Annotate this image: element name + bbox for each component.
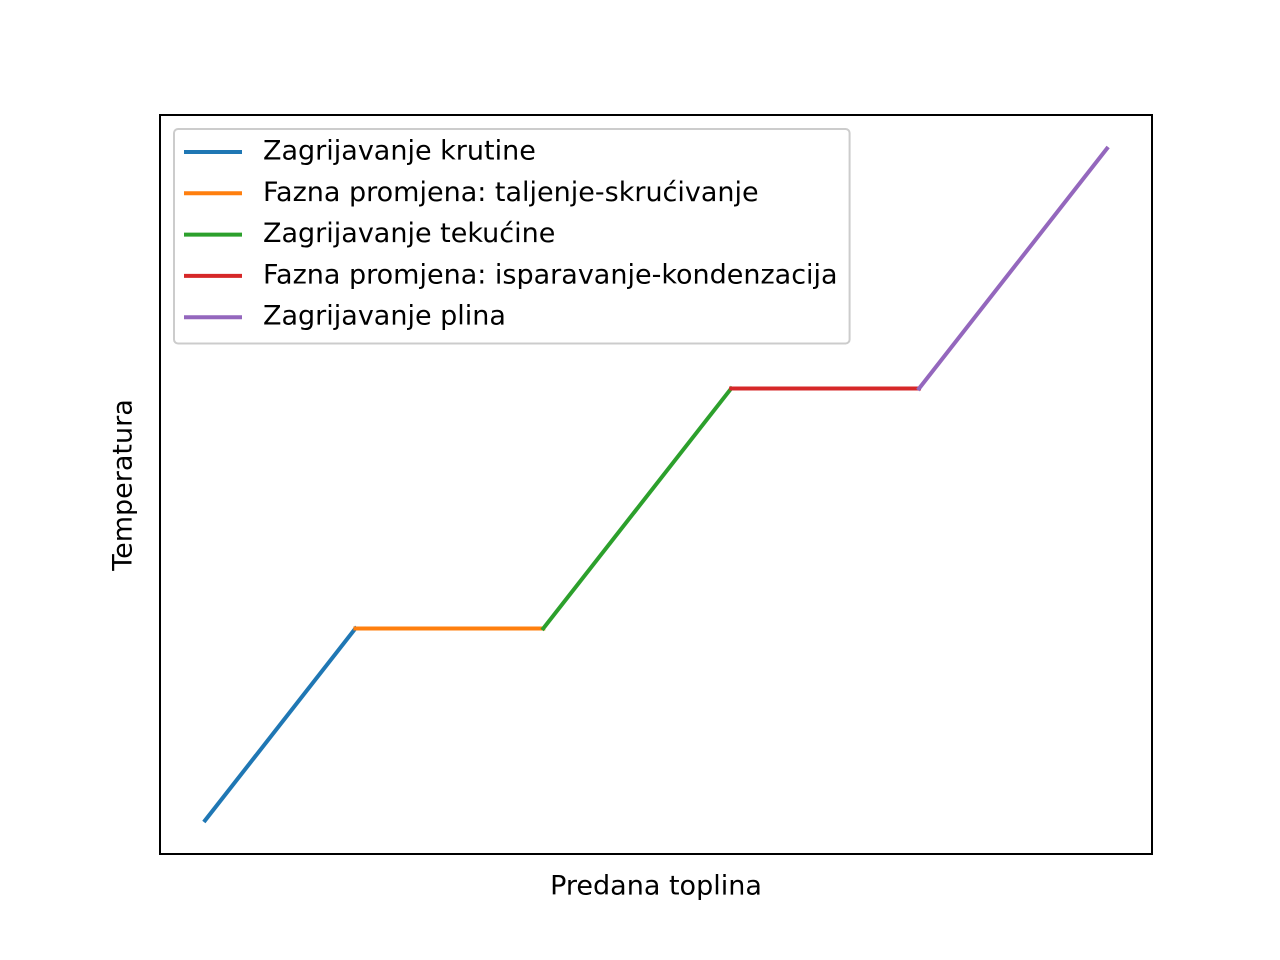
legend-label: Zagrijavanje krutine: [263, 136, 536, 167]
line-series: [202, 625, 359, 824]
y-axis-label: Temperatura: [108, 399, 139, 572]
legend-label: Zagrijavanje plina: [263, 301, 506, 332]
legend-label: Zagrijavanje tekućine: [263, 218, 555, 249]
legend-label: Fazna promjena: taljenje-skrućivanje: [263, 177, 759, 208]
x-axis-label: Predana toplina: [550, 871, 762, 902]
plot-frame: [159, 114, 1153, 855]
line-series: [540, 385, 734, 632]
line-series: [916, 145, 1110, 392]
legend: Zagrijavanje krutine Fazna promjena: talj…: [173, 128, 851, 345]
legend-box: [173, 128, 851, 345]
legend-label: Fazna promjena: isparavanje-kondenzacija: [263, 259, 838, 290]
